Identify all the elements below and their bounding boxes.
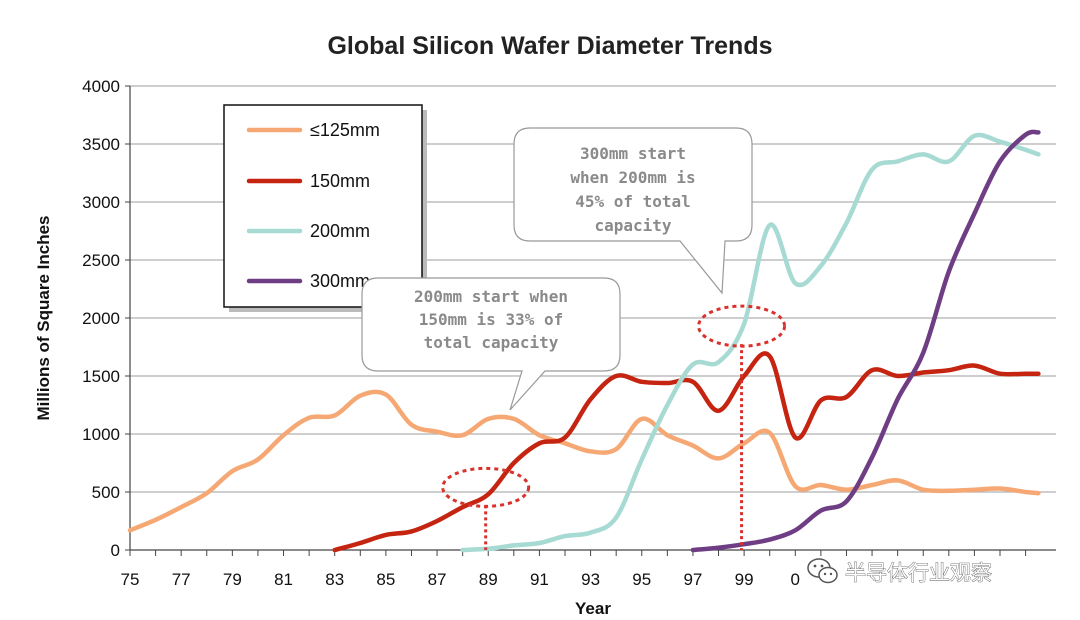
callout-300mm-bubble bbox=[513, 127, 753, 295]
series-150mm-line bbox=[332, 351, 1041, 553]
y-tick-label: 1500 bbox=[82, 367, 120, 386]
callout-line: 300mm start bbox=[580, 144, 686, 163]
callout-200mm-start: 200mm start when 150mm is 33% of total cap… bbox=[361, 277, 621, 550]
y-tick-label: 1000 bbox=[82, 425, 120, 444]
chart-title: Global Silicon Wafer Diameter Trends bbox=[327, 32, 772, 60]
x-tick-label: 87 bbox=[428, 570, 447, 589]
series-300mm-legend-label: 300mm bbox=[310, 271, 370, 291]
y-tick-label: 0 bbox=[111, 541, 120, 560]
series-125mm-line bbox=[127, 389, 1041, 533]
x-tick-label: 0 bbox=[791, 570, 800, 589]
callout-300mm-text: 300mm start when 200mm is 45% of total capa… bbox=[570, 144, 695, 235]
series-300mm-line bbox=[690, 129, 1041, 553]
y-tick-label: 4000 bbox=[82, 77, 120, 96]
callout-200mm-bubble bbox=[361, 277, 621, 411]
series-125mm-legend-label: ≤125mm bbox=[310, 120, 380, 140]
callout-line: 45% of total bbox=[575, 192, 691, 211]
series-200mm-legend-label: 200mm bbox=[310, 221, 370, 241]
x-tick-label: 75 bbox=[121, 570, 140, 589]
x-tick-label: 99 bbox=[735, 570, 754, 589]
series-150mm-legend-label: 150mm bbox=[310, 171, 370, 191]
legend-items: ≤125mm 150mm 200mm 300mm bbox=[246, 120, 380, 291]
y-tick-label: 3500 bbox=[82, 135, 120, 154]
callout-200mm-marker-ellipse bbox=[441, 466, 531, 508]
x-axis-label: Year bbox=[575, 599, 611, 618]
wechat-icon bbox=[807, 558, 838, 584]
x-tick-label: 91 bbox=[530, 570, 549, 589]
x-tick-label: 93 bbox=[581, 570, 600, 589]
x-tick-label: 77 bbox=[172, 570, 191, 589]
callout-line: capacity bbox=[594, 216, 671, 235]
series-lines bbox=[127, 129, 1041, 553]
watermark: 半导体行业观察 bbox=[807, 558, 992, 585]
series-200mm-line bbox=[460, 132, 1041, 553]
y-axis-label: Millions of Square Inches bbox=[34, 216, 53, 421]
callout-line: 200mm start when bbox=[414, 287, 568, 306]
legend-box bbox=[223, 104, 423, 308]
x-tick-label: 95 bbox=[632, 570, 651, 589]
y-tick-label: 2000 bbox=[82, 309, 120, 328]
callout-line: 150mm is 33% of bbox=[419, 310, 564, 329]
watermark-text: 半导体行业观察 bbox=[845, 561, 992, 585]
x-tick-label: 97 bbox=[683, 570, 702, 589]
y-tick-label: 500 bbox=[92, 483, 120, 502]
x-axis-ticks: 75 77 79 81 83 85 87 89 91 93 95 97 99 0 bbox=[121, 550, 1027, 589]
y-tick-label: 2500 bbox=[82, 251, 120, 270]
callout-line: when 200mm is bbox=[570, 168, 695, 187]
x-tick-label: 89 bbox=[479, 570, 498, 589]
callout-300mm-start: 300mm start when 200mm is 45% of total capa… bbox=[513, 127, 787, 550]
x-tick-label: 79 bbox=[223, 570, 242, 589]
x-tick-label: 81 bbox=[274, 570, 293, 589]
y-tick-label: 3000 bbox=[82, 193, 120, 212]
callout-line: total capacity bbox=[424, 333, 559, 352]
y-axis-ticks: 0 500 1000 1500 2000 2500 3000 3500 4000 bbox=[82, 77, 130, 560]
x-tick-label: 85 bbox=[376, 570, 395, 589]
callout-200mm-text: 200mm start when 150mm is 33% of total cap… bbox=[414, 287, 568, 352]
x-tick-label: 83 bbox=[325, 570, 344, 589]
